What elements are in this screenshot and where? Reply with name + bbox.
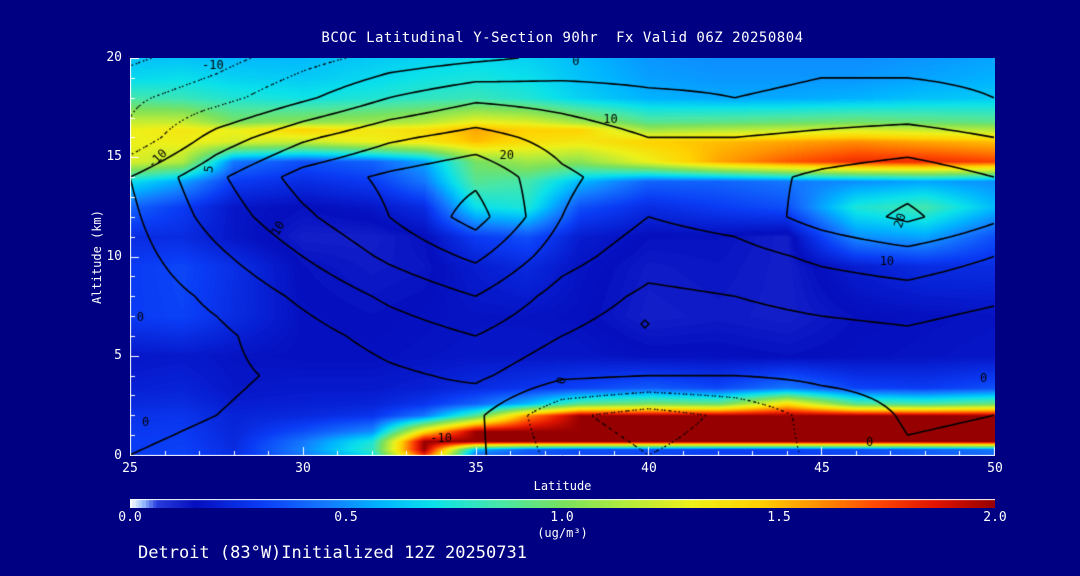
footer-annotation: Detroit (83°W)Initialized 12Z 20250731: [138, 543, 527, 563]
y-tick-label: 0: [114, 448, 122, 463]
y-tick-label: 10: [106, 249, 122, 264]
x-tick-label: 40: [641, 461, 657, 476]
plot-title: BCOC Latitudinal Y-Section 90hr Fx Valid…: [321, 30, 804, 46]
contour-plot-canvas: [130, 58, 995, 456]
y-tick-label: 5: [114, 348, 122, 363]
y-axis-title: Altitude (km): [90, 210, 104, 304]
colorbar-tick-label: 1.5: [767, 510, 791, 525]
colorbar-tick-label: 1.0: [550, 510, 574, 525]
y-tick-label: 15: [106, 149, 122, 164]
x-tick-label: 45: [814, 461, 830, 476]
y-tick-label: 20: [106, 50, 122, 65]
colorbar-canvas: [130, 499, 995, 508]
x-tick-label: 35: [468, 461, 484, 476]
colorbar-unit-label: (ug/m³): [537, 526, 588, 540]
x-tick-label: 30: [295, 461, 311, 476]
colorbar-tick-label: 0.0: [118, 510, 142, 525]
x-axis-title: Latitude: [533, 479, 592, 493]
x-tick-label: 25: [122, 461, 138, 476]
colorbar-tick-label: 2.0: [983, 510, 1007, 525]
x-tick-label: 50: [987, 461, 1003, 476]
colorbar-tick-label: 0.5: [334, 510, 358, 525]
